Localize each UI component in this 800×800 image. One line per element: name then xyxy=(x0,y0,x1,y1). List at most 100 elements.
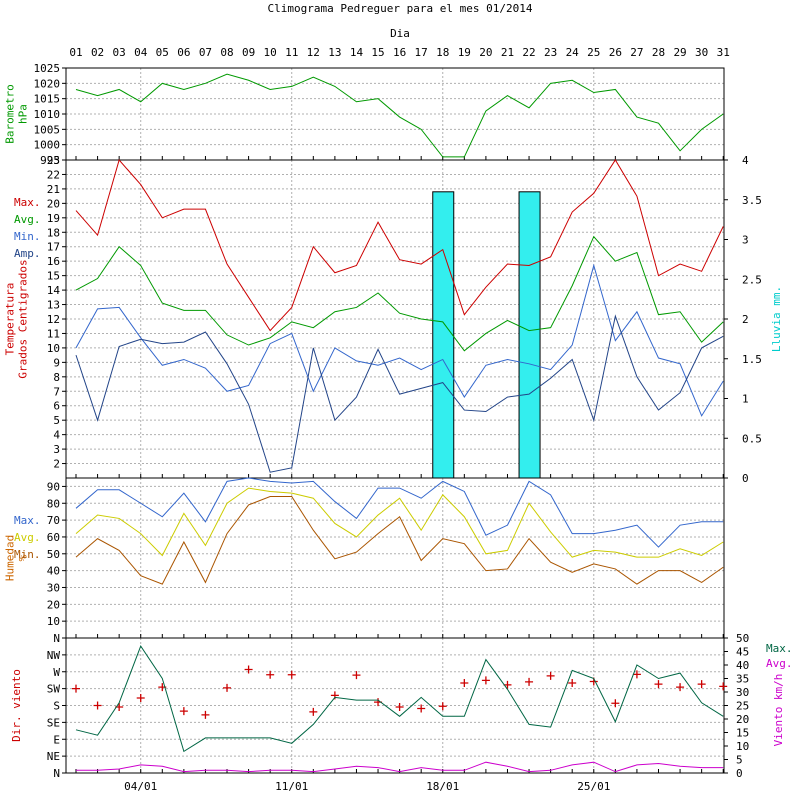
wind-direction-marker xyxy=(352,671,361,680)
day-tick-label: 27 xyxy=(630,46,643,59)
day-tick-label: 15 xyxy=(371,46,384,59)
wind-direction-marker xyxy=(654,680,663,689)
top-axis-label: Dia xyxy=(390,27,410,40)
y-tick-label: 14 xyxy=(47,284,61,297)
y-tick-label: NE xyxy=(47,750,60,763)
y-tick-label: N xyxy=(53,767,60,780)
y-tick-label: W xyxy=(53,666,60,679)
day-tick-label: 22 xyxy=(522,46,535,59)
wind-direction-marker xyxy=(460,679,469,687)
day-tick-label: 08 xyxy=(220,46,233,59)
wind-speed-axis-label: Viento km/h xyxy=(772,674,785,747)
wind-direction-marker xyxy=(525,677,534,686)
y-tick-label: S xyxy=(53,700,60,713)
panel-ylabel-barometro-line: hPa xyxy=(17,104,30,124)
rain-axis-label-line: Lluvia mm. xyxy=(770,286,783,352)
panel-ylabel-viento-line: Dir. viento xyxy=(10,669,23,742)
right-tick-label: 45 xyxy=(736,646,749,659)
day-tick-label: 25 xyxy=(587,46,600,59)
week-labels: 04/01 11/01 18/01 25/01 xyxy=(124,780,610,793)
right-tick-label: 5 xyxy=(736,754,743,767)
y-tick-label: 1015 xyxy=(34,93,61,106)
y-tick-label: 6 xyxy=(53,400,60,413)
panel-ylabel-humedad-line: Humedad xyxy=(4,535,17,581)
y-tick-label: NW xyxy=(47,649,61,662)
legend-entry: Amp. xyxy=(14,247,41,260)
panel-ylabel-viento: Dir. viento xyxy=(10,669,23,742)
y-tick-label: 70 xyxy=(47,514,60,527)
wind-direction-marker xyxy=(697,680,706,689)
y-tick-label: 90 xyxy=(47,480,60,493)
y-tick-label: 11 xyxy=(47,327,60,340)
right-tick-label: 4 xyxy=(742,154,749,167)
right-tick-label: 50 xyxy=(736,632,749,645)
y-tick-label: 13 xyxy=(47,299,60,312)
right-tick-label: 15 xyxy=(736,727,749,740)
series-line-temperatura xyxy=(75,314,724,473)
day-tick-label: 28 xyxy=(652,46,665,59)
right-tick-label: 2.5 xyxy=(742,273,762,286)
y-tick-label: 16 xyxy=(47,255,60,268)
y-tick-label: 1010 xyxy=(34,108,61,121)
right-tick-label: 30 xyxy=(736,686,749,699)
right-tick-label: 1.5 xyxy=(742,353,762,366)
wind-direction-marker xyxy=(676,683,685,692)
y-tick-label: 7 xyxy=(53,385,60,398)
series-line-humedad xyxy=(75,496,724,585)
y-tick-label: 20 xyxy=(47,598,60,611)
y-tick-label: 15 xyxy=(47,270,60,283)
week-tick-label: 18/01 xyxy=(426,780,459,793)
y-tick-label: 19 xyxy=(47,212,60,225)
panel-temperatura: 232221201918171615141312111098765432Temp… xyxy=(4,154,784,485)
panel-ylabel-temperatura: Temperatura Grados Centigrados xyxy=(4,259,30,378)
day-tick-label: 16 xyxy=(393,46,406,59)
panel-barometro: 1025 1020 1015 1010 1005 1000 995 Barometro hPa xyxy=(4,62,725,167)
wind-direction-marker xyxy=(438,702,447,711)
y-tick-label: 23 xyxy=(47,154,60,167)
wind-direction-marker xyxy=(632,670,641,679)
y-tick-label: 21 xyxy=(47,183,60,196)
wind-direction-marker xyxy=(136,694,145,702)
day-tick-label: 30 xyxy=(695,46,708,59)
y-tick-label: 1000 xyxy=(34,139,61,152)
day-tick-label: 11 xyxy=(285,46,298,59)
day-tick-label: 13 xyxy=(328,46,341,59)
legend-entry: Max. xyxy=(14,196,41,209)
y-tick-label: SE xyxy=(47,716,60,729)
right-tick-label: 0 xyxy=(736,767,743,780)
day-tick-label: 21 xyxy=(501,46,514,59)
day-tick-label: 05 xyxy=(156,46,169,59)
week-tick-label: 04/01 xyxy=(124,780,157,793)
day-tick-label: 01 xyxy=(69,46,82,59)
y-tick-label: 30 xyxy=(47,581,60,594)
series-line-humedad xyxy=(75,477,724,548)
wind-direction-marker xyxy=(201,710,210,719)
y-tick-label: 20 xyxy=(47,197,60,210)
y-tick-label: E xyxy=(53,733,60,746)
right-tick-label: 3 xyxy=(742,234,749,247)
y-tick-label: 18 xyxy=(47,226,60,239)
wind-speed-axis-label-line: Viento km/h xyxy=(772,674,785,747)
right-tick-label: 2 xyxy=(742,313,749,326)
day-tick-label: 17 xyxy=(415,46,428,59)
y-tick-label: 80 xyxy=(47,497,60,510)
series-line-barometro xyxy=(75,73,724,158)
wind-legend-entry: Avg. xyxy=(766,657,793,670)
y-tick-label: 4 xyxy=(53,429,60,442)
panel-ylabel-barometro-line: Barometro xyxy=(4,84,17,144)
y-tick-label: SW xyxy=(47,683,61,696)
panel-humedad: 90 80 70 60 50 40 30 20 10 Humedad % Max. Avg. Min. xyxy=(4,477,725,639)
wind-direction-marker xyxy=(719,682,728,691)
wind-direction-marker xyxy=(72,684,80,693)
wind-speed-line xyxy=(75,645,724,753)
y-tick-label: 1020 xyxy=(34,77,61,90)
y-tick-label: 9 xyxy=(53,356,60,369)
week-tick-label: 25/01 xyxy=(577,780,610,793)
chart-title: Climograma Pedreguer para el mes 01/2014 xyxy=(268,2,533,15)
legend-entry: Min. xyxy=(14,548,41,561)
right-tick-label: 40 xyxy=(736,659,749,672)
y-tick-label: 10 xyxy=(47,615,60,628)
wind-speed-line xyxy=(76,761,724,773)
right-tick-label: 20 xyxy=(736,713,749,726)
wind-direction-marker xyxy=(481,676,490,685)
